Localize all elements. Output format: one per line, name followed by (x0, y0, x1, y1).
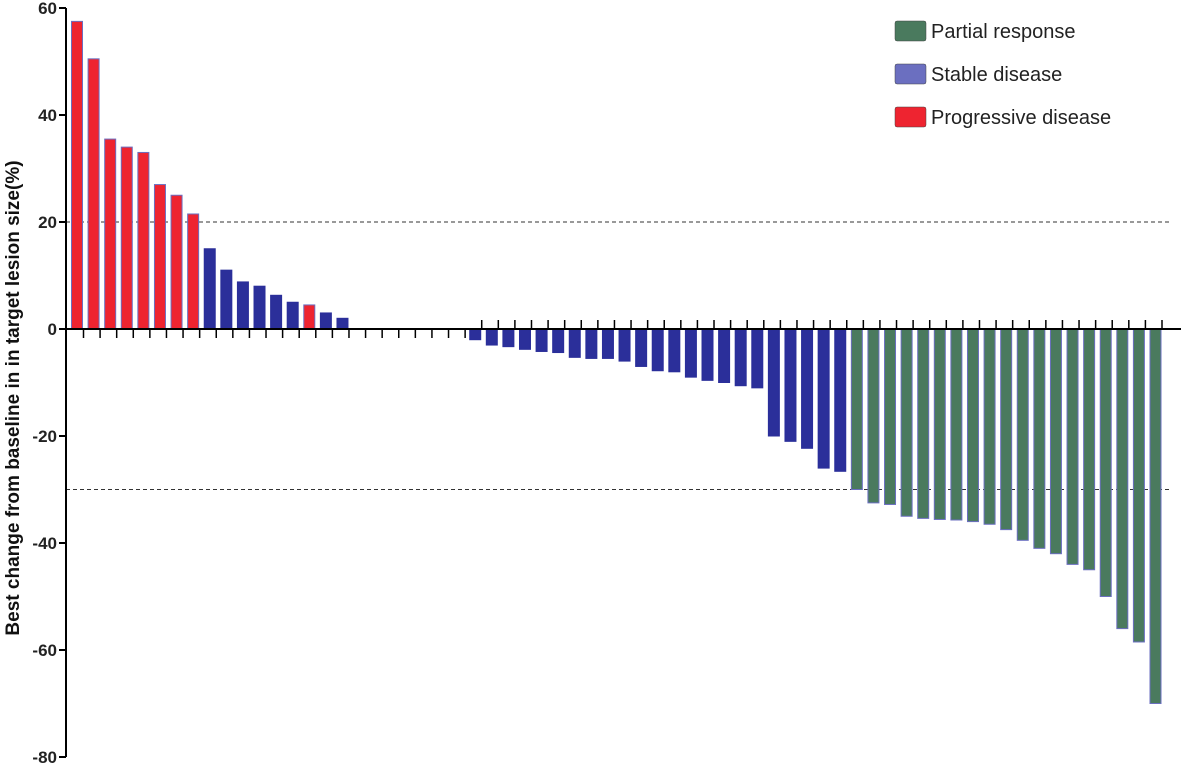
bar-pr (917, 328, 930, 519)
bar-sd (552, 328, 565, 354)
bar-sd (286, 301, 299, 330)
bars (71, 20, 1162, 704)
y-tick-label: 20 (38, 213, 57, 232)
bar-sd (701, 328, 714, 381)
bar-sd (668, 328, 681, 373)
legend-label: Stable disease (931, 64, 1062, 86)
bar-sd (801, 328, 814, 449)
bar-pr (1000, 328, 1013, 531)
bar-sd (469, 328, 482, 341)
bar-pd (120, 146, 133, 330)
bar-pr (1132, 328, 1145, 643)
bar-pd (187, 213, 200, 330)
bar-sd (817, 328, 830, 469)
legend-swatch (894, 63, 927, 85)
bar-pr (1016, 328, 1029, 541)
bar-sd (270, 294, 283, 330)
y-tick-label: -60 (32, 641, 57, 660)
bar-pr (1099, 328, 1112, 597)
bar-pr (1049, 328, 1062, 555)
bar-sd (220, 269, 233, 330)
bar-pd (137, 151, 150, 330)
bar-sd (502, 328, 515, 348)
bar-pr (900, 328, 913, 517)
bar-pr (1149, 328, 1162, 704)
bar-pd (71, 20, 83, 330)
y-axis: 60 40 20 0 -20 -40 -60 -80 (32, 0, 67, 765)
bar-pd (87, 58, 100, 330)
legend-swatch (894, 106, 927, 128)
bar-sd (651, 328, 664, 372)
bar-sd (203, 248, 216, 330)
bar-pr (884, 328, 897, 505)
bar-pd (104, 138, 117, 330)
legend: Partial response Stable disease Progressiv… (894, 20, 1111, 129)
bar-sd (734, 328, 747, 387)
bar-sd (485, 328, 498, 346)
y-axis-title: Best change from baseline in in target l… (3, 160, 24, 635)
y-tick-label: 0 (48, 320, 57, 339)
bar-sd (336, 317, 349, 330)
bar-sd (784, 328, 797, 442)
bar-pr (950, 328, 963, 521)
y-tick-label: 60 (38, 0, 57, 18)
legend-label: Partial response (931, 21, 1076, 43)
bar-sd (319, 312, 332, 330)
bar-sd (767, 328, 780, 437)
bar-sd (635, 328, 648, 367)
bar-pd (153, 184, 166, 330)
x-axis (66, 320, 1181, 338)
legend-label: Progressive disease (931, 107, 1111, 129)
bar-sd (253, 285, 266, 330)
y-tick-label: -20 (32, 427, 57, 446)
bar-sd (684, 328, 697, 378)
bar-pr (983, 328, 996, 525)
bar-sd (236, 281, 249, 330)
legend-swatch (894, 20, 927, 42)
bar-pr (850, 328, 863, 490)
bar-pd (170, 194, 183, 330)
bar-pr (1116, 328, 1129, 630)
bar-sd (585, 328, 598, 359)
bar-pr (1066, 328, 1079, 565)
bar-pr (867, 328, 880, 504)
bar-sd (518, 328, 531, 350)
bar-pr (1033, 328, 1046, 549)
bar-sd (535, 328, 548, 352)
bar-pr (1083, 328, 1096, 571)
bar-sd (718, 328, 731, 383)
y-tick-label: -80 (32, 748, 57, 765)
y-tick-label: 40 (38, 106, 57, 125)
bar-pr (966, 328, 979, 523)
bar-sd (751, 328, 764, 389)
y-tick-label: -40 (32, 534, 57, 553)
bar-sd (601, 328, 614, 359)
bar-pr (933, 328, 946, 520)
bar-pd (303, 304, 316, 330)
bar-sd (618, 328, 631, 362)
bar-sd (834, 328, 847, 472)
bar-sd (568, 328, 581, 358)
